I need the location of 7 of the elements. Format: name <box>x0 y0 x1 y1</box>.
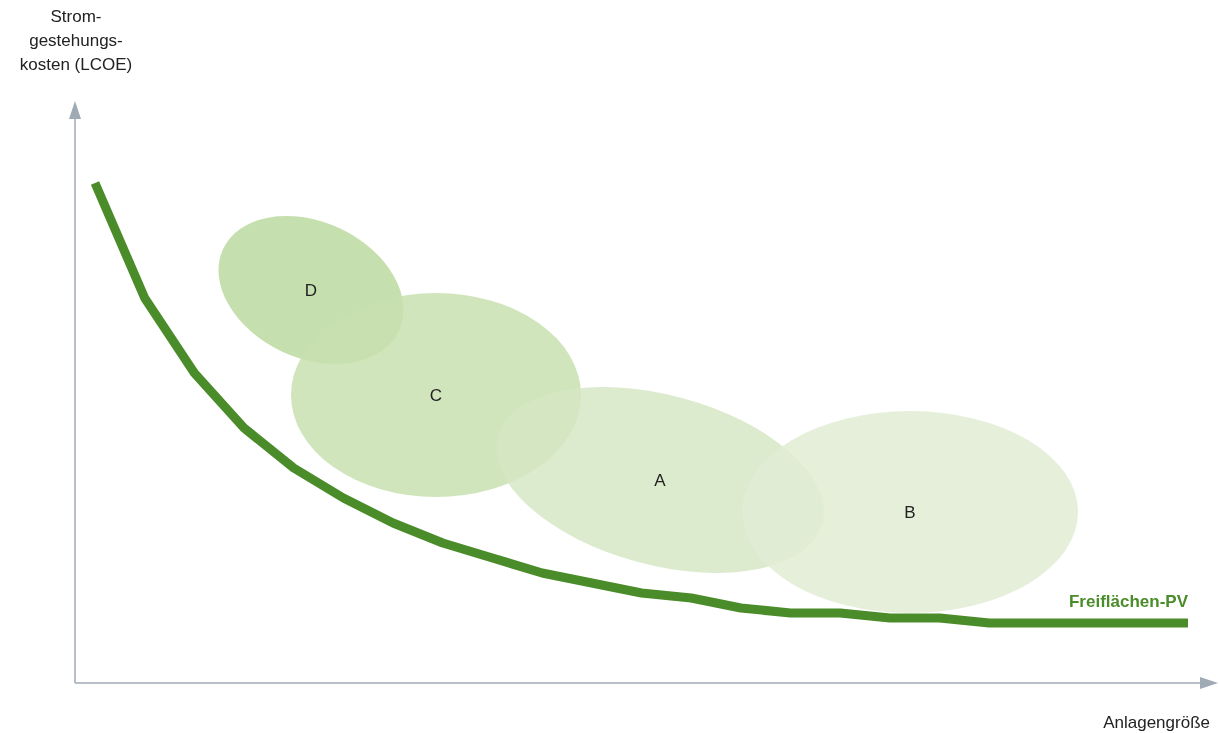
annotation: C <box>429 386 443 405</box>
text: Strom- gestehungs- kosten (LCOE) <box>19 7 133 74</box>
annotation: A <box>654 471 667 490</box>
x-axis-title: Anlagengröße <box>1103 713 1210 732</box>
annotation: B <box>904 503 916 522</box>
series-label: Freiflächen-PV <box>1068 592 1189 611</box>
annotation: D <box>304 281 318 300</box>
